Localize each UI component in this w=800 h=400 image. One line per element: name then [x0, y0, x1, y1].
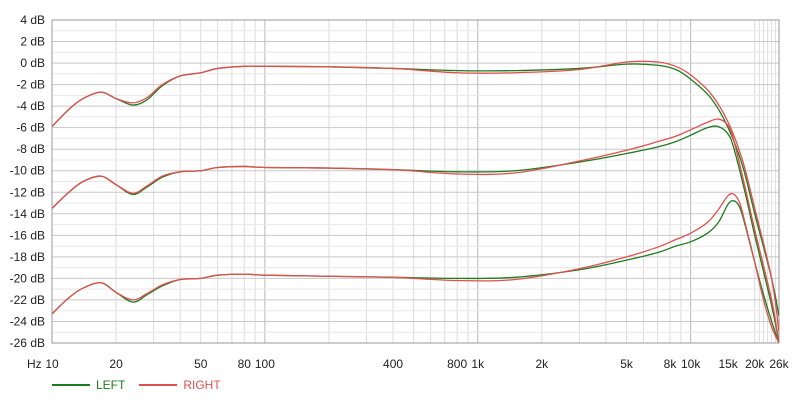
x-tick-label: 10k [681, 357, 701, 371]
x-tick-label: 20k [745, 357, 765, 371]
y-tick-label: -10 dB [10, 164, 45, 178]
legend-label-right: RIGHT [183, 378, 221, 392]
y-tick-label: -6 dB [16, 121, 45, 135]
x-axis-tick-labels: Hz 10 20 50 80 100 400 800 1k 2k 5k 8k 10k 15k 20k 26k [27, 357, 790, 371]
legend-item-right: RIGHT [139, 378, 221, 392]
y-tick-label: -16 dB [10, 228, 45, 242]
y-tick-label: 0 dB [20, 56, 45, 70]
series-line-right-1 [52, 60, 779, 333]
series-line-left-2 [52, 125, 779, 343]
x-tick-label: 2k [536, 357, 550, 371]
plot-border [51, 19, 780, 344]
legend-swatch-right [139, 384, 178, 386]
legend-label-left: LEFT [96, 378, 126, 392]
y-tick-label: -8 dB [16, 142, 45, 156]
y-tick-label: -12 dB [10, 185, 45, 199]
x-tick-label: 50 [194, 357, 208, 371]
x-tick-label: 800 [447, 357, 467, 371]
x-tick-label: 80 [238, 357, 252, 371]
x-tick-label: 1k [471, 357, 485, 371]
series-line-right-2 [52, 118, 779, 343]
series-layer [52, 60, 779, 343]
y-tick-label: -2 dB [16, 78, 45, 92]
legend-swatch-left [52, 384, 90, 386]
y-tick-label: -20 dB [10, 271, 45, 285]
series-line-left-3 [52, 200, 779, 343]
x-tick-label: 400 [383, 357, 403, 371]
x-tick-label: 5k [620, 357, 634, 371]
x-tick-label: 100 [255, 357, 275, 371]
y-tick-label: -22 dB [10, 293, 45, 307]
series-line-right-3 [52, 192, 779, 343]
x-tick-label: 10 [45, 357, 59, 371]
x-tick-label: 8k [664, 357, 678, 371]
x-tick-label: 26k [769, 357, 789, 371]
y-tick-label: -4 dB [16, 99, 45, 113]
y-tick-label: -24 dB [10, 314, 45, 328]
x-tick-label: 20 [109, 357, 123, 371]
y-axis-tick-labels: 4 dB 2 dB 0 dB -2 dB -4 dB -6 dB -8 dB -10 dB -1… [10, 13, 45, 350]
y-tick-label: 2 dB [20, 35, 45, 49]
legend: LEFT RIGHT [52, 378, 235, 392]
y-tick-label: 4 dB [20, 13, 45, 27]
y-tick-label: -18 dB [10, 250, 45, 264]
y-tick-label: -14 dB [10, 207, 45, 221]
x-tick-label: 15k [718, 357, 738, 371]
legend-item-left: LEFT [52, 378, 125, 392]
y-tick-label: -26 dB [10, 336, 45, 350]
x-axis-unit-label: Hz [27, 357, 42, 371]
